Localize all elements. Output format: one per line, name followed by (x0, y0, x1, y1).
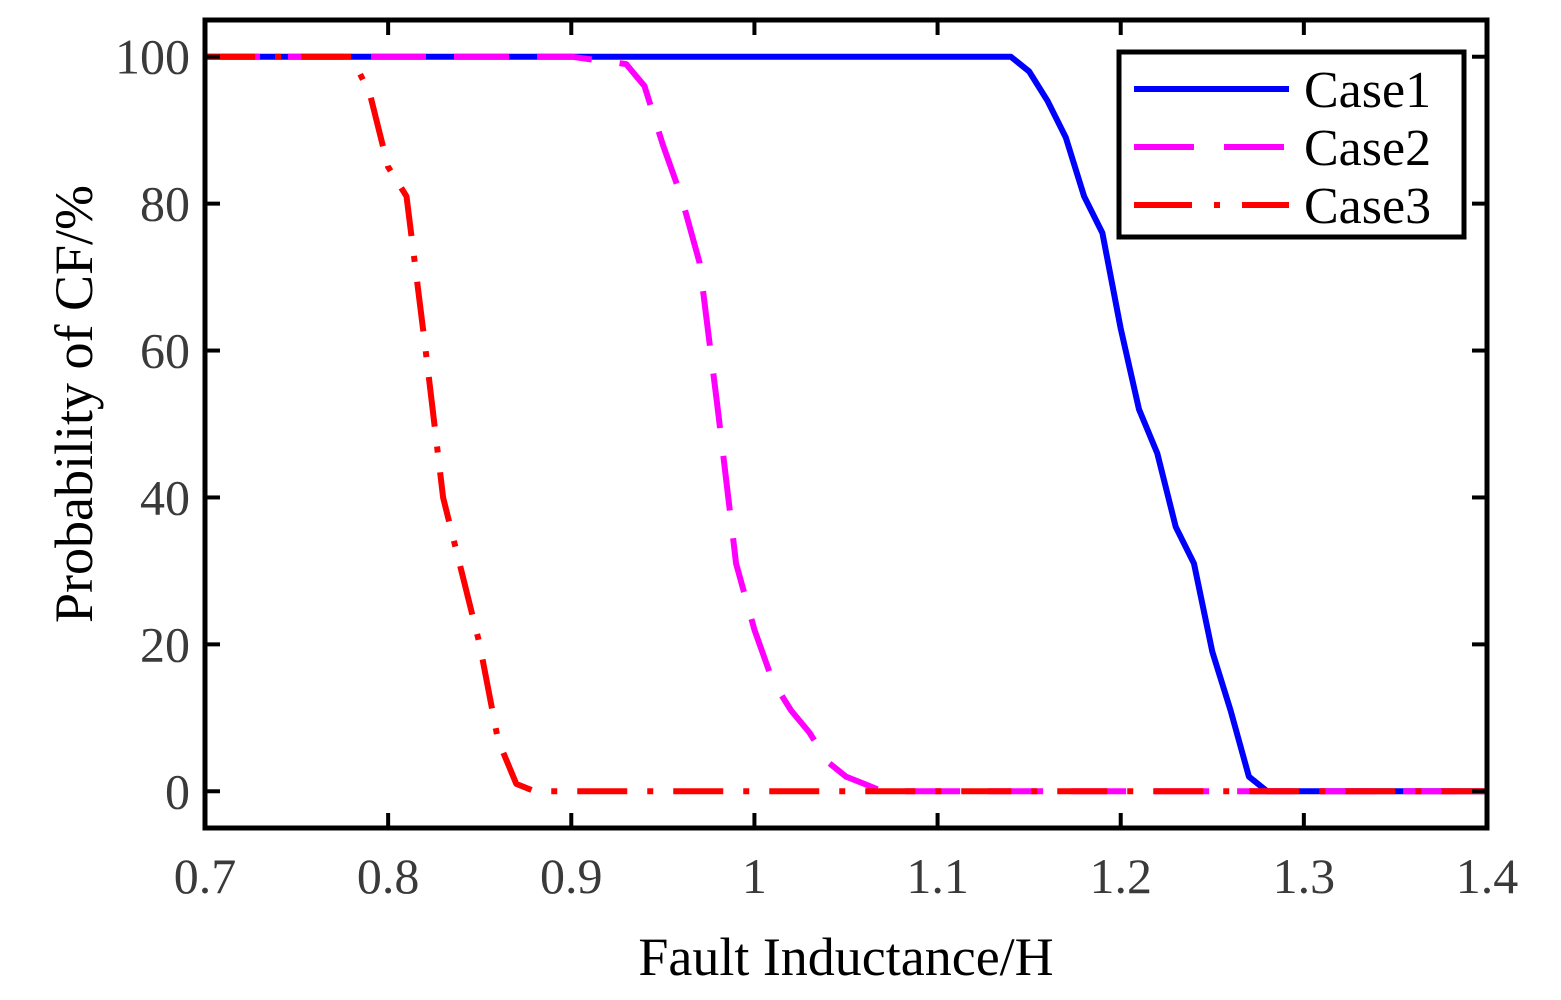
y-tick-label: 40 (140, 469, 190, 525)
x-tick-label: 1.2 (1089, 848, 1152, 904)
y-tick-label: 100 (115, 29, 190, 85)
tick-labels-layer: 0.7 0.8 0.9 1 1.1 1.2 1.3 1.4 0 20 40 60 80 100 (115, 29, 1518, 904)
y-tick-label: 80 (140, 176, 190, 232)
legend-label-case3: Case3 (1304, 178, 1431, 235)
series-line-case1 (205, 53, 1487, 795)
x-tick-label: 0.8 (357, 848, 420, 904)
legend-label-case1: Case1 (1304, 62, 1431, 119)
legend: Case1 Case2 Case3 (1116, 49, 1467, 240)
x-tick-label: 0.7 (174, 848, 237, 904)
y-tick-label: 20 (140, 616, 190, 672)
x-axis-label: Fault Inductance/H (638, 927, 1053, 987)
legend-label-case2: Case2 (1304, 120, 1431, 177)
series-layer (205, 53, 1487, 795)
x-tick-label: 1 (742, 848, 767, 904)
y-axis-label: Probability of CF/% (44, 185, 104, 623)
plot-frame (202, 17, 1490, 831)
y-tick-label: 60 (140, 323, 190, 379)
x-tick-label: 0.9 (540, 848, 603, 904)
x-tick-label: 1.4 (1456, 848, 1519, 904)
series-line-case3 (205, 53, 1487, 795)
x-tick-label: 1.3 (1273, 848, 1336, 904)
ticks-layer (203, 20, 1489, 828)
x-tick-label: 1.1 (906, 848, 969, 904)
y-tick-label: 0 (165, 763, 190, 819)
